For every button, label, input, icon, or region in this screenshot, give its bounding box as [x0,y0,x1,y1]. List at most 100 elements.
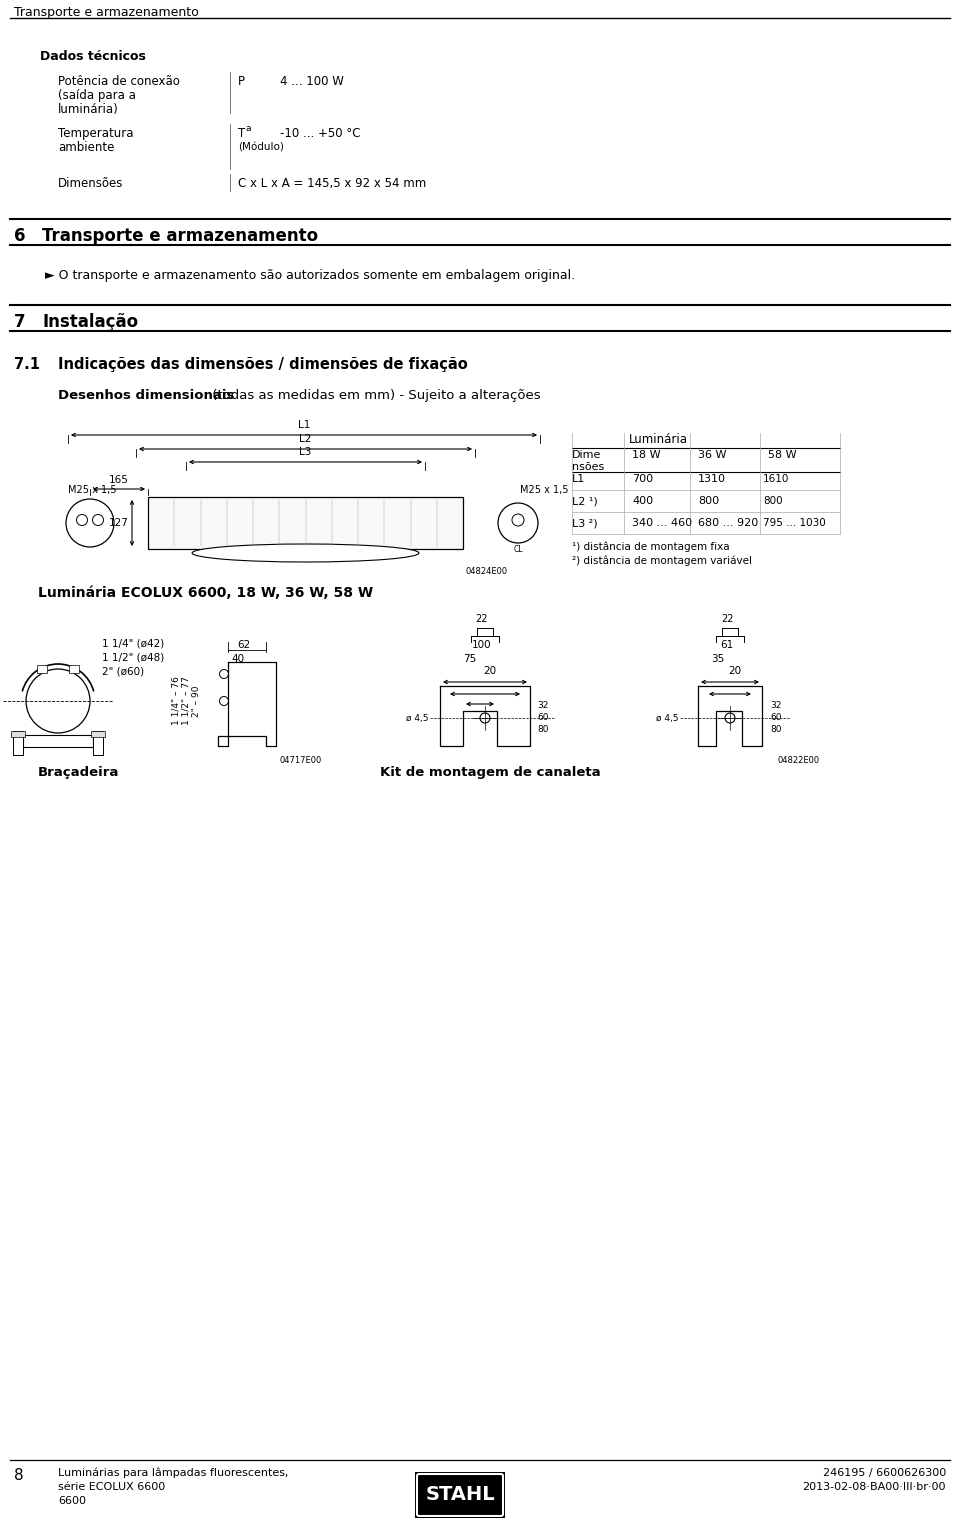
Text: 700: 700 [632,474,653,484]
Text: 165: 165 [109,474,129,485]
Text: Luminária: Luminária [629,433,688,447]
Circle shape [512,514,524,527]
Text: 2013-02-08·BA00·III·br·00: 2013-02-08·BA00·III·br·00 [803,1481,946,1492]
Text: 32: 32 [537,702,548,710]
Text: Desenhos dimensionais: Desenhos dimensionais [58,390,234,402]
Text: L3: L3 [300,447,312,457]
Bar [148,497,463,548]
Circle shape [92,514,104,525]
Text: 35: 35 [711,654,725,664]
Text: (Módulo): (Módulo) [238,142,284,152]
FancyBboxPatch shape [417,1474,503,1515]
Text: L2: L2 [300,434,312,444]
Text: 32: 32 [770,702,781,710]
Text: 7: 7 [14,313,26,331]
Text: ø 4,5: ø 4,5 [405,713,428,722]
Text: 20: 20 [729,665,741,676]
Text: ²) distância de montagem variável: ²) distância de montagem variável [572,556,752,567]
Bar [13,732,23,755]
Text: 22: 22 [476,614,489,624]
Text: Transporte e armazenamento: Transporte e armazenamento [42,226,318,245]
Circle shape [77,514,87,525]
Text: Kit de montagem de canaleta: Kit de montagem de canaleta [380,765,601,779]
Text: 18 W: 18 W [632,450,660,460]
Text: 6: 6 [14,226,26,245]
Text: 4 ... 100 W: 4 ... 100 W [280,75,344,88]
Text: ambiente: ambiente [58,142,114,154]
Bar [23,735,93,747]
Circle shape [26,668,90,733]
Text: M25 x 1,5: M25 x 1,5 [520,485,568,494]
Text: ø 4,5: ø 4,5 [656,713,678,722]
Text: 04824E00: 04824E00 [465,567,507,576]
Circle shape [725,713,735,722]
Text: 22: 22 [721,614,733,624]
Text: 2" (ø60): 2" (ø60) [102,665,144,676]
Text: 80: 80 [537,725,548,735]
Text: Luminárias para lâmpadas fluorescentes,: Luminárias para lâmpadas fluorescentes, [58,1468,289,1478]
Text: ► O transporte e armazenamento são autorizados somente em embalagem original.: ► O transporte e armazenamento são autor… [45,270,575,282]
Text: ¹) distância de montagem fixa: ¹) distância de montagem fixa [572,542,730,553]
Text: 7.1: 7.1 [14,357,40,373]
Text: 80: 80 [770,725,781,735]
Bar [91,732,105,738]
Text: 1 1/2" (ø48): 1 1/2" (ø48) [102,651,164,662]
Circle shape [220,696,228,705]
Text: 127: 127 [109,517,129,528]
Text: M25 x 1,5: M25 x 1,5 [68,485,116,494]
Text: 62: 62 [237,641,251,650]
Text: 8: 8 [14,1468,24,1483]
Circle shape [498,504,538,544]
Text: Braçadeira: Braçadeira [38,765,119,779]
Text: 246195 / 6600626300: 246195 / 6600626300 [823,1468,946,1478]
Text: 20: 20 [484,665,496,676]
Text: a: a [246,125,252,132]
Text: T: T [238,126,245,140]
Text: Instalação: Instalação [42,313,138,331]
Text: 04822E00: 04822E00 [778,756,820,765]
Text: 400: 400 [632,496,653,507]
Bar [415,1472,505,1518]
Text: Luminária ECOLUX 6600, 18 W, 36 W, 58 W: Luminária ECOLUX 6600, 18 W, 36 W, 58 W [38,587,373,601]
Text: 1 1/4" (ø42): 1 1/4" (ø42) [102,638,164,648]
Text: C x L x A = 145,5 x 92 x 54 mm: C x L x A = 145,5 x 92 x 54 mm [238,177,426,189]
Text: Potência de conexão: Potência de conexão [58,75,180,88]
Text: 75: 75 [464,654,476,664]
Text: 1 1/4" – 76
1 1/2" – 77
2" – 90: 1 1/4" – 76 1 1/2" – 77 2" – 90 [171,676,201,725]
Text: -10 ... +50 °C: -10 ... +50 °C [280,126,361,140]
Text: 800: 800 [763,496,782,507]
Text: luminária): luminária) [58,103,119,116]
Circle shape [480,713,490,722]
Text: 340 ... 460: 340 ... 460 [632,517,692,528]
Text: série ECOLUX 6600: série ECOLUX 6600 [58,1481,165,1492]
Text: STAHL: STAHL [425,1486,494,1505]
Text: L2 ¹): L2 ¹) [572,496,598,507]
Text: Dime
nsões: Dime nsões [572,450,604,471]
Text: 1310: 1310 [698,474,726,484]
Text: 6600: 6600 [58,1495,86,1506]
Text: Temperatura: Temperatura [58,126,133,140]
Ellipse shape [192,544,419,562]
Text: CL: CL [514,545,523,554]
Text: P: P [238,75,245,88]
Circle shape [66,499,114,547]
Text: 1610: 1610 [763,474,789,484]
Text: 61: 61 [720,641,733,650]
Text: Indicações das dimensões / dimensões de fixação: Indicações das dimensões / dimensões de … [58,357,468,373]
Text: (todas as medidas em mm) - Sujeito a alterações: (todas as medidas em mm) - Sujeito a alt… [208,390,540,402]
Text: Transporte e armazenamento: Transporte e armazenamento [14,6,199,18]
Text: (saída para a: (saída para a [58,89,136,102]
Text: 680 ... 920: 680 ... 920 [698,517,758,528]
Text: 800: 800 [698,496,719,507]
Text: 100: 100 [472,641,492,650]
Text: 04717E00: 04717E00 [280,756,323,765]
Circle shape [220,670,228,679]
Text: 60: 60 [770,713,781,722]
Bar [37,665,47,673]
Text: Dimensões: Dimensões [58,177,124,189]
Text: 60: 60 [537,713,548,722]
Text: 40: 40 [231,654,245,664]
Bar [69,665,79,673]
Bar [93,732,103,755]
Text: 58 W: 58 W [768,450,797,460]
